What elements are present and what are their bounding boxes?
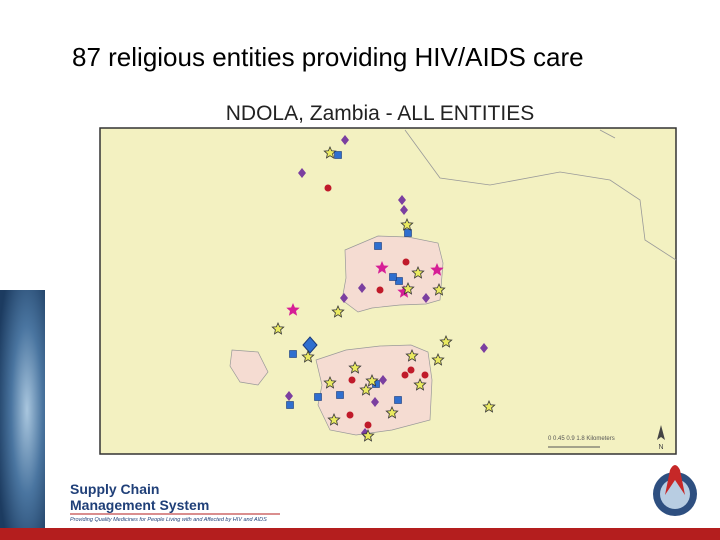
map-marker bbox=[405, 348, 419, 362]
map-marker bbox=[395, 277, 403, 285]
map-marker bbox=[432, 282, 446, 296]
map-marker bbox=[401, 281, 415, 295]
tagline: Providing Quality Medicines for People L… bbox=[70, 517, 267, 523]
boundary bbox=[599, 129, 616, 139]
logo-line2: Management System bbox=[70, 497, 209, 513]
map-marker bbox=[431, 352, 445, 366]
map-marker bbox=[401, 371, 409, 379]
map-marker bbox=[359, 382, 373, 396]
map: 0 0.45 0.9 1.8 Kilometers N bbox=[99, 127, 677, 455]
emblem-inner bbox=[660, 479, 690, 509]
map-marker bbox=[374, 242, 382, 250]
map-marker bbox=[411, 265, 425, 279]
map-marker bbox=[334, 151, 342, 159]
map-marker bbox=[394, 396, 402, 404]
map-marker bbox=[430, 263, 444, 276]
north-arrow bbox=[657, 425, 665, 440]
town-area bbox=[229, 349, 269, 386]
map-marker bbox=[402, 258, 410, 266]
map-marker bbox=[302, 336, 318, 354]
map-marker bbox=[480, 343, 488, 353]
map-marker bbox=[421, 371, 429, 379]
map-marker bbox=[348, 360, 362, 374]
map-marker bbox=[398, 195, 406, 205]
map-marker bbox=[365, 373, 379, 387]
map-marker bbox=[301, 349, 315, 363]
map-marker bbox=[341, 135, 349, 145]
map-marker bbox=[324, 184, 332, 192]
map-marker bbox=[400, 217, 414, 231]
logo-line1: Supply Chain bbox=[70, 481, 159, 497]
map-marker bbox=[439, 334, 453, 348]
town-area bbox=[315, 344, 433, 436]
scale-label: 0 0.45 0.9 1.8 Kilometers bbox=[548, 436, 615, 442]
map-marker bbox=[364, 421, 372, 429]
north-label: N bbox=[658, 444, 663, 451]
map-marker bbox=[389, 273, 397, 281]
map-marker bbox=[375, 261, 389, 274]
emblem bbox=[653, 465, 697, 516]
map-marker bbox=[346, 411, 354, 419]
map-marker bbox=[397, 285, 411, 298]
map-marker bbox=[323, 375, 337, 389]
markers bbox=[271, 135, 496, 442]
map-marker bbox=[385, 405, 399, 419]
emblem-ribbon bbox=[665, 465, 685, 495]
map-marker bbox=[314, 393, 322, 401]
map-marker bbox=[422, 293, 430, 303]
map-marker bbox=[336, 391, 344, 399]
globe-strip bbox=[0, 290, 45, 530]
map-marker bbox=[361, 428, 375, 442]
map-marker bbox=[271, 321, 285, 335]
map-marker bbox=[482, 399, 496, 413]
map-marker bbox=[348, 376, 356, 384]
map-marker bbox=[400, 205, 408, 215]
map-marker bbox=[371, 397, 379, 407]
map-marker bbox=[285, 391, 293, 401]
map-marker bbox=[358, 283, 366, 293]
boundary bbox=[404, 129, 677, 261]
map-title: NDOLA, Zambia - ALL ENTITIES bbox=[226, 102, 534, 125]
map-marker bbox=[376, 286, 384, 294]
map-marker bbox=[289, 350, 297, 358]
map-marker bbox=[379, 375, 387, 385]
map-marker bbox=[413, 377, 427, 391]
map-marker bbox=[286, 401, 294, 409]
map-marker bbox=[327, 412, 341, 426]
map-marker bbox=[407, 366, 415, 374]
bottom-bar bbox=[0, 528, 720, 540]
map-marker bbox=[286, 303, 300, 316]
slide-title: 87 religious entities providing HIV/AIDS… bbox=[72, 42, 584, 72]
map-marker bbox=[331, 304, 345, 318]
map-marker bbox=[404, 229, 412, 237]
map-marker bbox=[340, 293, 348, 303]
map-marker bbox=[298, 168, 306, 178]
map-marker bbox=[323, 145, 337, 159]
